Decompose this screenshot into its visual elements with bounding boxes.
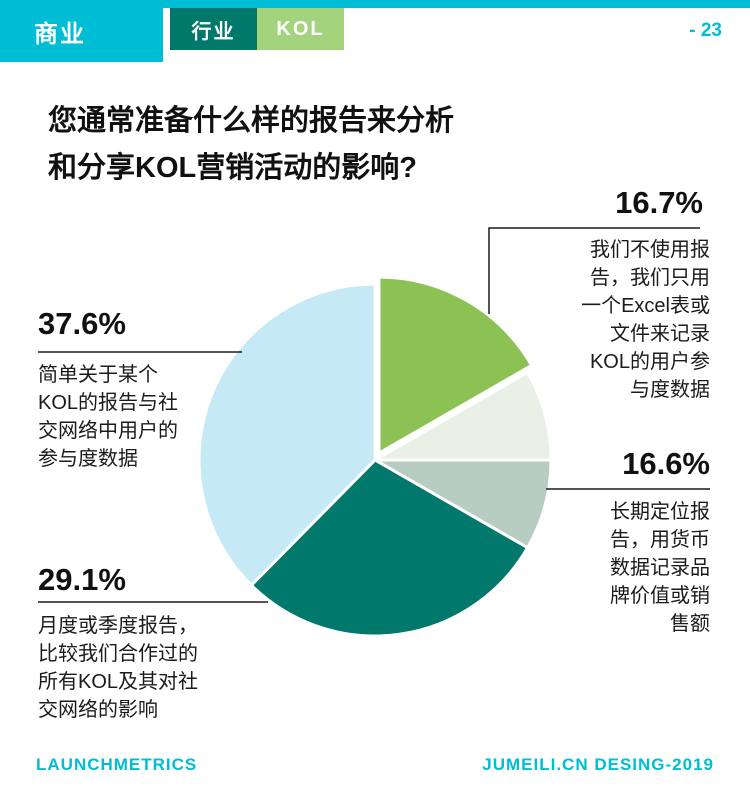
brand-tab[interactable]: 商业: [0, 0, 163, 62]
slice-description-16-7: 我们不使用报 告，我们只用 一个Excel表或 文件来记录 KOL的用户参 与度…: [581, 239, 710, 401]
brand-label: 商业: [34, 20, 86, 48]
tab-kol[interactable]: KOL: [257, 8, 344, 50]
pie-slice: [373, 458, 553, 550]
pct-label-29-1: 29.1%: [38, 562, 126, 597]
pct-label-37-6: 37.6%: [38, 306, 126, 341]
footer-brand: LAUNCHMETRICS: [36, 755, 198, 774]
pie-slice: [373, 370, 553, 462]
pie-slice: [249, 458, 530, 638]
pie-chart: [197, 275, 553, 638]
pct-label-16-7: 16.7%: [615, 185, 703, 220]
slice-description-37-6: 简单关于某个 KOL的报告与社 交网络中用户的 参与度数据: [38, 364, 179, 470]
slice-description-16-6: 长期定位报 告，用货币 数据记录品 牌价值或销 售额: [610, 501, 710, 635]
tab-kol-label: KOL: [276, 17, 325, 40]
tab-industry-label: 行业: [191, 20, 236, 43]
pie-slice: [197, 282, 377, 587]
slice-description-29-1: 月度或季度报告， 比较我们合作过的 所有KOL及其对社 交网络的影响: [38, 615, 199, 721]
page-number: - 23: [689, 20, 722, 41]
pct-label-16-6: 16.6%: [622, 446, 710, 481]
top-accent-strip: [0, 0, 750, 8]
tab-industry[interactable]: 行业: [170, 8, 257, 50]
pie-slice: [377, 275, 534, 455]
chart-title: 您通常准备什么样的报告来分析 和分享KOL营销活动的影响?: [48, 105, 455, 184]
footer-credit: JUMEILI.CN DESING-2019: [482, 755, 714, 774]
